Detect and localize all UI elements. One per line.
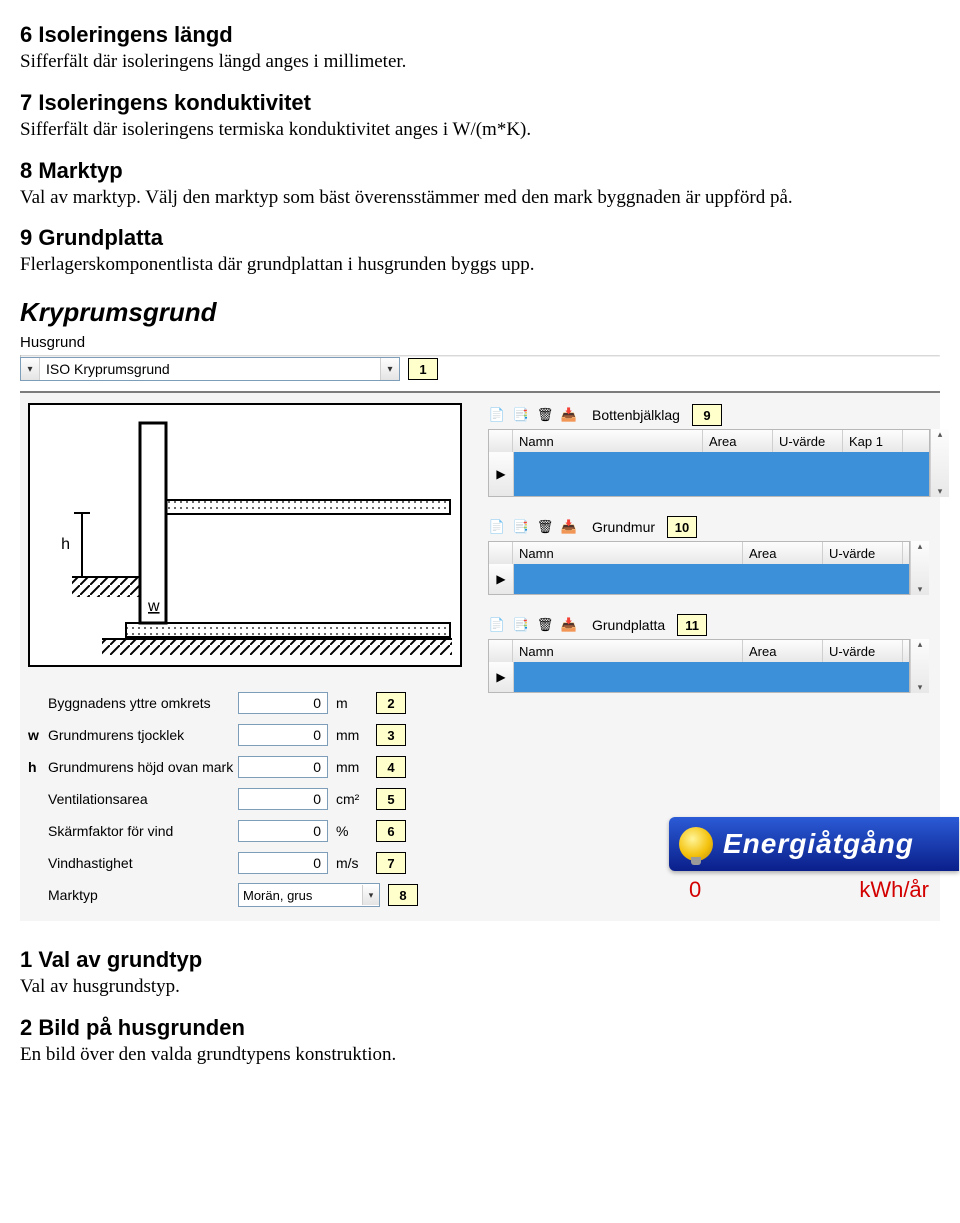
outro-1-title: 1 Val av grundtyp [20,947,940,973]
bottenbjalklag-panel: 📄 📑 🗑 📥 Bottenbjälklag 9 Namn Area U-vär… [488,403,949,497]
tjocklek-input[interactable] [238,724,328,746]
section-7-title: 7 Isoleringens konduktivitet [20,90,940,116]
import-icon[interactable]: 📥 [560,616,578,634]
chevron-down-icon: ▾ [380,358,399,380]
outro-2-title: 2 Bild på husgrunden [20,1015,940,1041]
chevron-down-icon: ▾ [21,358,40,380]
badge-11: 11 [677,614,707,636]
section-9-title: 9 Grundplatta [20,225,940,251]
row-handle[interactable]: ▶ [489,662,514,692]
energy-banner: Energiåtgång [669,817,959,871]
delete-icon[interactable]: 🗑 [536,616,554,634]
skarmfaktor-input[interactable] [238,820,328,842]
badge-1: 1 [408,358,438,380]
outro-1-body: Val av husgrundstyp. [20,975,940,999]
copy-icon[interactable]: 📑 [512,616,530,634]
ventilationsarea-input[interactable] [238,788,328,810]
grundtyp-dropdown[interactable]: ▾ ISO Kryprumsgrund ▾ [20,357,400,381]
marktyp-dropdown[interactable]: Morän, grus ▾ [238,883,380,907]
vindhastighet-input[interactable] [238,852,328,874]
table-row[interactable] [514,662,909,692]
copy-icon[interactable]: 📑 [512,406,530,424]
section-6-title: 6 Isoleringens längd [20,22,940,48]
parameters-form: Byggnadens yttre omkrets m 2 w Grundmure… [28,687,478,911]
section-9-body: Flerlagerskomponentlista där grundplatta… [20,253,940,277]
new-icon[interactable]: 📄 [488,616,506,634]
form-row-marktyp: Marktyp Morän, grus ▾ 8 [28,879,478,911]
badge-7: 7 [376,852,406,874]
grundmur-panel: 📄 📑 🗑 📥 Grundmur 10 Namn Area U-värde ▶ [488,515,949,595]
outro-2-body: En bild över den valda grundtypens konst… [20,1043,940,1067]
section-6-body: Sifferfält där isoleringens längd anges … [20,50,940,74]
hojd-input[interactable] [238,756,328,778]
badge-2: 2 [376,692,406,714]
form-row-ventarea: Ventilationsarea cm² 5 [28,783,478,815]
husgrund-label: Husgrund [20,334,940,351]
energy-values: 0 kWh/år [669,877,949,903]
energy-label: Energiåtgång [723,828,914,860]
energy-value: 0 [689,877,701,903]
scrollbar[interactable]: ▴▾ [910,541,929,595]
foundation-diagram: h w [28,403,462,667]
grundplatta-panel: 📄 📑 🗑 📥 Grundplatta 11 Namn Area U-värde [488,613,949,693]
marktyp-value: Morän, grus [239,888,312,903]
import-icon[interactable]: 📥 [560,406,578,424]
row-handle[interactable]: ▶ [489,564,514,594]
table-row[interactable] [514,564,909,594]
lightbulb-icon [679,827,713,861]
w-dim-label: w [147,598,160,615]
new-icon[interactable]: 📄 [488,518,506,536]
badge-6: 6 [376,820,406,842]
kryprumsgrund-title: Kryprumsgrund [20,297,940,328]
badge-8: 8 [388,884,418,906]
form-row-vind: Vindhastighet m/s 7 [28,847,478,879]
grundtyp-value: ISO Kryprumsgrund [40,361,170,377]
form-row-skarm: Skärmfaktor för vind % 6 [28,815,478,847]
chevron-down-icon: ▾ [362,885,379,905]
section-8-title: 8 Marktyp [20,158,940,184]
h-dim-label: h [61,536,70,553]
delete-icon[interactable]: 🗑 [536,406,554,424]
section-8-body: Val av marktyp. Välj den marktyp som bäs… [20,186,940,210]
import-icon[interactable]: 📥 [560,518,578,536]
badge-5: 5 [376,788,406,810]
section-7-body: Sifferfält där isoleringens termiska kon… [20,118,940,142]
scrollbar[interactable]: ▴▾ [930,429,949,497]
form-row-omkrets: Byggnadens yttre omkrets m 2 [28,687,478,719]
delete-icon[interactable]: 🗑 [536,518,554,536]
row-handle[interactable]: ▶ [489,452,514,496]
scrollbar[interactable]: ▴▾ [910,639,929,693]
omkrets-input[interactable] [238,692,328,714]
form-row-tjocklek: w Grundmurens tjocklek mm 3 [28,719,478,751]
badge-4: 4 [376,756,406,778]
badge-10: 10 [667,516,697,538]
badge-3: 3 [376,724,406,746]
badge-9: 9 [692,404,722,426]
table-row[interactable] [514,452,929,496]
husgrund-panel: h w Byggnadens yttre omkrets m 2 w Grund… [20,391,940,921]
copy-icon[interactable]: 📑 [512,518,530,536]
new-icon[interactable]: 📄 [488,406,506,424]
energy-unit: kWh/år [859,877,929,903]
form-row-hojd: h Grundmurens höjd ovan mark mm 4 [28,751,478,783]
